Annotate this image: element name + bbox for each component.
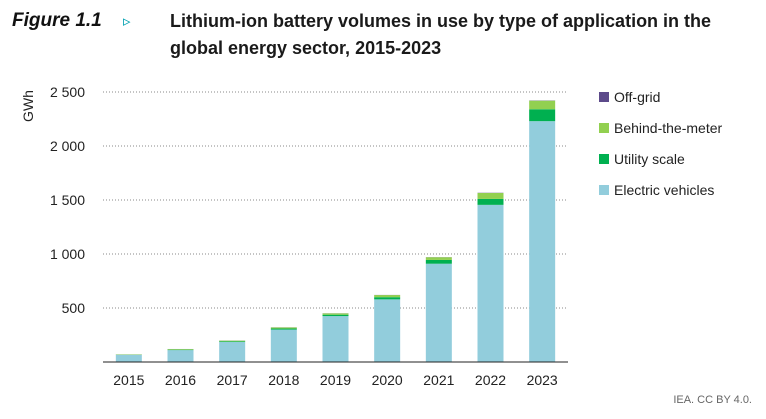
x-tick-label: 2015 bbox=[113, 372, 144, 388]
bar-segment bbox=[425, 263, 452, 362]
bar-segment bbox=[270, 329, 297, 362]
bar-segment bbox=[529, 121, 556, 362]
bar-segment bbox=[219, 341, 246, 343]
legend-swatch bbox=[599, 92, 609, 102]
bar-segment bbox=[477, 204, 504, 362]
y-axis-label: GWh bbox=[20, 90, 36, 122]
bar-segment bbox=[374, 297, 401, 300]
legend-label: Behind-the-meter bbox=[614, 120, 723, 136]
bar-segment bbox=[477, 192, 504, 199]
x-tick-label: 2020 bbox=[372, 372, 403, 388]
bar-segment bbox=[425, 257, 452, 260]
legend: Off-grid Behind-the-meter Utility scale Ele… bbox=[599, 89, 723, 198]
bar-segment bbox=[270, 327, 297, 329]
figure-arrow-icon: ▹ bbox=[123, 13, 131, 30]
bar-segment bbox=[270, 328, 297, 330]
bar-segment bbox=[219, 342, 246, 362]
bar-segment bbox=[167, 350, 194, 362]
y-tick-label: 1 500 bbox=[50, 192, 85, 208]
bar-segment bbox=[322, 316, 349, 362]
figure-title: Lithium-ion battery volumes in use by ty… bbox=[170, 11, 712, 58]
bar-segment bbox=[322, 313, 349, 315]
bar-segment bbox=[219, 340, 246, 342]
bar-segment bbox=[374, 295, 401, 298]
legend-label: Off-grid bbox=[614, 89, 660, 105]
bar-segment bbox=[374, 299, 401, 362]
bar-segment bbox=[477, 198, 504, 205]
bar-segment bbox=[529, 109, 556, 122]
x-tick-label: 2023 bbox=[527, 372, 558, 388]
x-tick-label: 2016 bbox=[165, 372, 196, 388]
y-axis-ticks: 500 1 000 1 500 2 000 2 500 bbox=[50, 84, 85, 316]
y-tick-label: 2 500 bbox=[50, 84, 85, 100]
bar-segment bbox=[322, 314, 349, 317]
x-tick-label: 2022 bbox=[475, 372, 506, 388]
bar-segment bbox=[425, 259, 452, 264]
figure-label: Figure 1.1 bbox=[12, 10, 102, 31]
bar-segment bbox=[115, 354, 142, 362]
bars bbox=[115, 100, 556, 362]
bar-segment bbox=[167, 349, 194, 350]
y-tick-label: 500 bbox=[62, 300, 86, 316]
y-tick-label: 2 000 bbox=[50, 138, 85, 154]
x-tick-label: 2019 bbox=[320, 372, 351, 388]
x-tick-label: 2018 bbox=[268, 372, 299, 388]
legend-label: Electric vehicles bbox=[614, 182, 714, 198]
x-tick-label: 2021 bbox=[423, 372, 454, 388]
legend-swatch bbox=[599, 185, 609, 195]
source-note: IEA. CC BY 4.0. bbox=[673, 394, 752, 406]
legend-swatch bbox=[599, 154, 609, 164]
legend-label: Utility scale bbox=[614, 151, 685, 167]
x-axis-ticks: 2015 2016 2017 2018 2019 2020 2021 2022 2023 bbox=[113, 372, 558, 388]
bar-segment bbox=[529, 100, 556, 110]
y-tick-label: 1 000 bbox=[50, 246, 85, 262]
legend-swatch bbox=[599, 123, 609, 133]
x-tick-label: 2017 bbox=[217, 372, 248, 388]
